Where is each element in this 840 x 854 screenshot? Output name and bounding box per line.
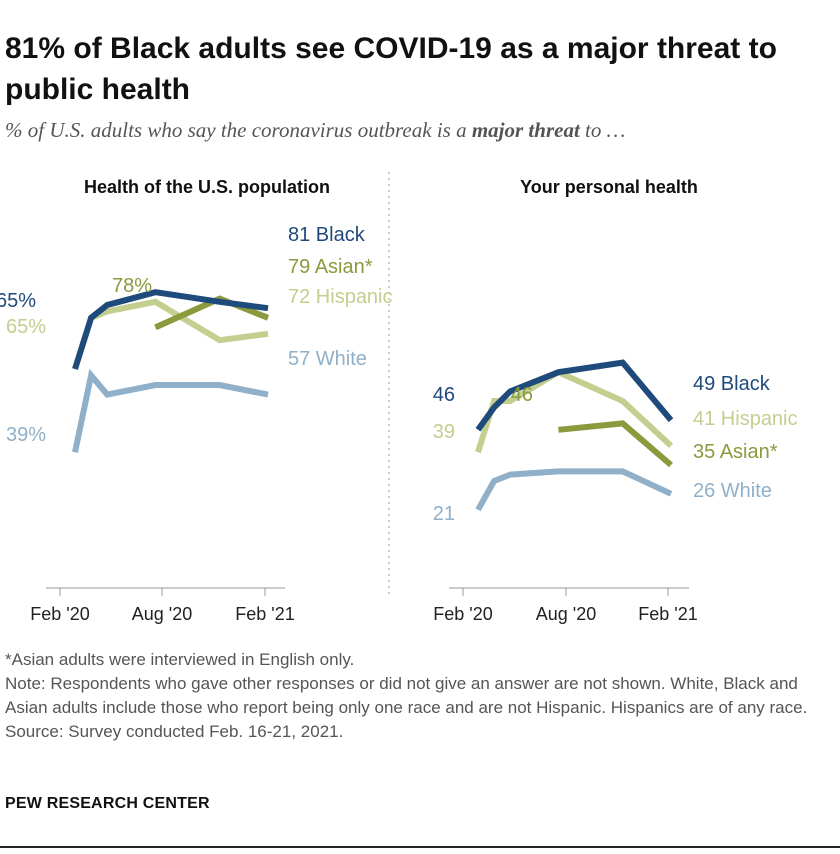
panel1-title: Health of the U.S. population <box>84 177 330 197</box>
panel1-end-label-white: 57 White <box>288 348 367 370</box>
panel1-tick-label-feb-21: Feb '21 <box>235 604 294 624</box>
panel2-line-asian <box>558 420 673 468</box>
panel1-tick-label-feb-20: Feb '20 <box>30 604 89 624</box>
panel2-end-label-black: 49 Black <box>693 373 771 395</box>
chart-subtitle: % of U.S. adults who say the coronavirus… <box>5 118 625 143</box>
panel2-end-label-hispanic: 41 Hispanic <box>693 408 798 430</box>
panel2-end-label-white: 26 White <box>693 480 772 502</box>
panel1-line-black <box>72 289 269 370</box>
panel2-start-label-hispanic: 39 <box>433 421 455 443</box>
panel1-end-label-hispanic: 72 Hispanic <box>288 286 393 308</box>
pew-logo-text: PEW RESEARCH CENTER <box>5 795 210 812</box>
panel1-line-asian <box>154 295 270 331</box>
panel2-start-label-asian: 46 <box>511 384 533 406</box>
panel2-title: Your personal health <box>520 177 698 197</box>
panel2-start-label-white: 21 <box>433 503 455 525</box>
asian-footnote: *Asian adults were interviewed in Englis… <box>5 650 355 669</box>
panel2-line-black <box>475 359 674 432</box>
panel2-tick-label-aug-20: Aug '20 <box>536 604 597 624</box>
panel1-start-label-white: 39% <box>6 424 46 446</box>
panel1-line-white <box>72 368 269 453</box>
notes: *Asian adults were interviewed in Englis… <box>5 648 835 744</box>
subtitle-emphasis: major threat <box>471 118 580 142</box>
source-text: Source: Survey conducted Feb. 16-21, 202… <box>5 722 344 741</box>
panel2-start-label-black: 46 <box>433 384 455 406</box>
panel1-start-label-black: 65% <box>0 290 36 312</box>
panel1-start-label-asian: 78% <box>112 275 152 297</box>
subtitle-text: % of U.S. adults who say the coronavirus… <box>5 118 467 142</box>
panel1-end-label-asian: 79 Asian* <box>288 256 373 278</box>
panel2-tick-label-feb-21: Feb '21 <box>638 604 697 624</box>
charts-svg: Health of the U.S. population Feb '20 Aug … <box>0 172 798 624</box>
panel1-tick-label-aug-20: Aug '20 <box>132 604 193 624</box>
panel2-line-white <box>475 468 673 512</box>
panel2-end-label-asian: 35 Asian* <box>693 441 778 463</box>
panel1-end-label-black: 81 Black <box>288 224 366 246</box>
chart-title: 81% of Black adults see COVID-19 as a ma… <box>5 32 777 106</box>
panel1-start-label-hispanic: 65% <box>6 316 46 338</box>
note-text: Note: Respondents who gave other respons… <box>5 674 808 717</box>
subtitle-tail: to … <box>585 118 626 142</box>
panel1-line-hispanic <box>72 298 269 370</box>
panel2-tick-label-feb-20: Feb '20 <box>433 604 492 624</box>
bottom-rule <box>0 846 840 848</box>
